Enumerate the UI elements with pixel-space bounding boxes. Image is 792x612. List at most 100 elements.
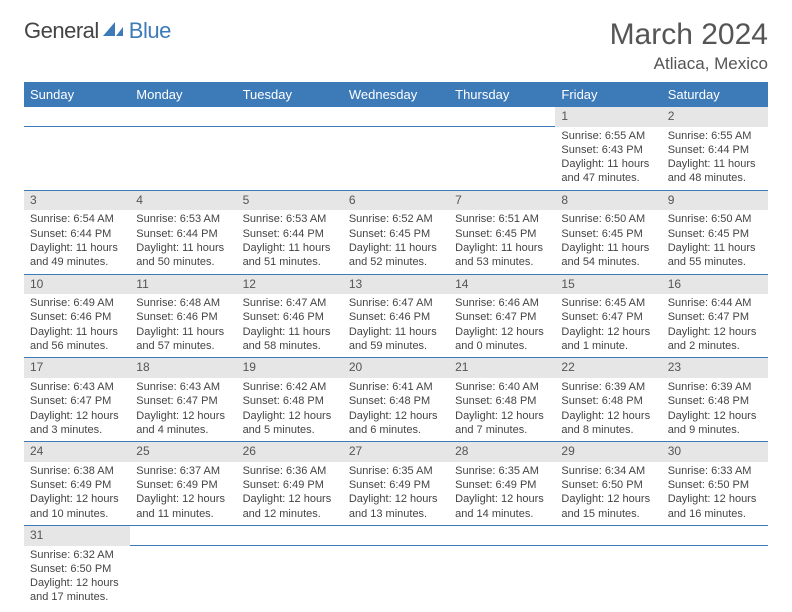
day-day2: and 0 minutes.	[455, 339, 549, 353]
day-sunset: Sunset: 6:49 PM	[136, 478, 230, 492]
day-day2: and 55 minutes.	[668, 255, 762, 269]
day-day2: and 50 minutes.	[136, 255, 230, 269]
day-detail-cell	[130, 127, 236, 191]
weekday-header-row: SundayMondayTuesdayWednesdayThursdayFrid…	[24, 82, 768, 107]
day-number-cell: 6	[343, 190, 449, 210]
day-day2: and 51 minutes.	[243, 255, 337, 269]
day-number-cell: 15	[555, 274, 661, 294]
day-day1: Daylight: 12 hours	[30, 409, 124, 423]
day-sunset: Sunset: 6:47 PM	[136, 394, 230, 408]
day-sunset: Sunset: 6:48 PM	[561, 394, 655, 408]
day-number-cell: 22	[555, 358, 661, 378]
day-sunset: Sunset: 6:48 PM	[668, 394, 762, 408]
day-sunset: Sunset: 6:49 PM	[243, 478, 337, 492]
day-detail-cell: Sunrise: 6:35 AMSunset: 6:49 PMDaylight:…	[343, 462, 449, 526]
day-detail-cell: Sunrise: 6:43 AMSunset: 6:47 PMDaylight:…	[24, 378, 130, 442]
day-number-cell	[449, 525, 555, 545]
day-sunrise: Sunrise: 6:43 AM	[136, 380, 230, 394]
day-number-cell	[24, 107, 130, 127]
day-detail-cell: Sunrise: 6:50 AMSunset: 6:45 PMDaylight:…	[555, 210, 661, 274]
day-day1: Daylight: 11 hours	[136, 241, 230, 255]
day-day2: and 3 minutes.	[30, 423, 124, 437]
detail-row: Sunrise: 6:49 AMSunset: 6:46 PMDaylight:…	[24, 294, 768, 358]
day-detail-cell: Sunrise: 6:40 AMSunset: 6:48 PMDaylight:…	[449, 378, 555, 442]
day-day1: Daylight: 12 hours	[30, 576, 124, 590]
day-day2: and 15 minutes.	[561, 507, 655, 521]
day-day1: Daylight: 12 hours	[136, 492, 230, 506]
day-number-cell: 4	[130, 190, 236, 210]
logo-text-blue: Blue	[129, 18, 171, 44]
day-day2: and 16 minutes.	[668, 507, 762, 521]
day-number-cell: 31	[24, 525, 130, 545]
day-number-cell: 19	[237, 358, 343, 378]
day-number-cell	[343, 107, 449, 127]
day-detail-cell: Sunrise: 6:36 AMSunset: 6:49 PMDaylight:…	[237, 462, 343, 526]
day-day1: Daylight: 12 hours	[561, 492, 655, 506]
day-detail-cell	[662, 546, 768, 609]
day-detail-cell: Sunrise: 6:53 AMSunset: 6:44 PMDaylight:…	[130, 210, 236, 274]
day-detail-cell: Sunrise: 6:43 AMSunset: 6:47 PMDaylight:…	[130, 378, 236, 442]
day-sunrise: Sunrise: 6:49 AM	[30, 296, 124, 310]
day-sunrise: Sunrise: 6:53 AM	[136, 212, 230, 226]
day-number-cell	[130, 525, 236, 545]
calendar-table: SundayMondayTuesdayWednesdayThursdayFrid…	[24, 82, 768, 609]
day-sunset: Sunset: 6:45 PM	[455, 227, 549, 241]
day-number-cell	[237, 107, 343, 127]
day-sunrise: Sunrise: 6:45 AM	[561, 296, 655, 310]
day-detail-cell: Sunrise: 6:39 AMSunset: 6:48 PMDaylight:…	[555, 378, 661, 442]
day-day1: Daylight: 11 hours	[243, 241, 337, 255]
day-day2: and 8 minutes.	[561, 423, 655, 437]
day-sunset: Sunset: 6:43 PM	[561, 143, 655, 157]
day-detail-cell: Sunrise: 6:49 AMSunset: 6:46 PMDaylight:…	[24, 294, 130, 358]
daynum-row: 10111213141516	[24, 274, 768, 294]
weekday-header: Thursday	[449, 82, 555, 107]
day-day1: Daylight: 11 hours	[349, 241, 443, 255]
day-sunset: Sunset: 6:44 PM	[243, 227, 337, 241]
daynum-row: 12	[24, 107, 768, 127]
day-number-cell: 21	[449, 358, 555, 378]
day-detail-cell: Sunrise: 6:46 AMSunset: 6:47 PMDaylight:…	[449, 294, 555, 358]
day-sunrise: Sunrise: 6:50 AM	[561, 212, 655, 226]
day-sunset: Sunset: 6:50 PM	[30, 562, 124, 576]
day-detail-cell	[343, 127, 449, 191]
day-sunrise: Sunrise: 6:55 AM	[668, 129, 762, 143]
day-number-cell: 25	[130, 442, 236, 462]
day-sunrise: Sunrise: 6:34 AM	[561, 464, 655, 478]
day-sunset: Sunset: 6:44 PM	[668, 143, 762, 157]
day-sunrise: Sunrise: 6:35 AM	[455, 464, 549, 478]
day-number-cell: 28	[449, 442, 555, 462]
day-sunset: Sunset: 6:46 PM	[136, 310, 230, 324]
day-day1: Daylight: 11 hours	[561, 157, 655, 171]
day-sunrise: Sunrise: 6:44 AM	[668, 296, 762, 310]
day-number-cell: 7	[449, 190, 555, 210]
day-day2: and 9 minutes.	[668, 423, 762, 437]
day-number-cell	[130, 107, 236, 127]
day-number-cell: 14	[449, 274, 555, 294]
day-detail-cell	[343, 546, 449, 609]
day-sunrise: Sunrise: 6:39 AM	[561, 380, 655, 394]
day-day1: Daylight: 11 hours	[668, 157, 762, 171]
day-sunset: Sunset: 6:48 PM	[243, 394, 337, 408]
day-number-cell: 8	[555, 190, 661, 210]
day-detail-cell: Sunrise: 6:41 AMSunset: 6:48 PMDaylight:…	[343, 378, 449, 442]
day-day1: Daylight: 11 hours	[136, 325, 230, 339]
day-number-cell: 12	[237, 274, 343, 294]
day-detail-cell: Sunrise: 6:47 AMSunset: 6:46 PMDaylight:…	[343, 294, 449, 358]
day-number-cell: 23	[662, 358, 768, 378]
day-day1: Daylight: 12 hours	[136, 409, 230, 423]
day-sunrise: Sunrise: 6:40 AM	[455, 380, 549, 394]
day-day1: Daylight: 11 hours	[455, 241, 549, 255]
day-sunrise: Sunrise: 6:47 AM	[349, 296, 443, 310]
day-sunset: Sunset: 6:45 PM	[561, 227, 655, 241]
day-number-cell: 13	[343, 274, 449, 294]
day-sunrise: Sunrise: 6:50 AM	[668, 212, 762, 226]
daynum-row: 24252627282930	[24, 442, 768, 462]
day-day1: Daylight: 11 hours	[668, 241, 762, 255]
day-day1: Daylight: 12 hours	[455, 325, 549, 339]
day-sunrise: Sunrise: 6:46 AM	[455, 296, 549, 310]
day-day2: and 57 minutes.	[136, 339, 230, 353]
day-number-cell: 29	[555, 442, 661, 462]
day-day1: Daylight: 11 hours	[243, 325, 337, 339]
day-day1: Daylight: 11 hours	[349, 325, 443, 339]
day-day2: and 53 minutes.	[455, 255, 549, 269]
